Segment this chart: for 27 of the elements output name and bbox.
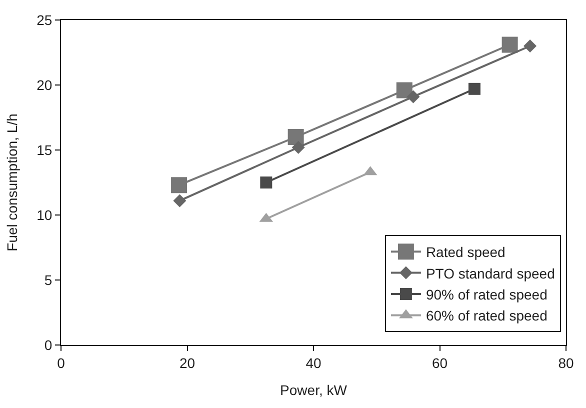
point <box>173 194 186 208</box>
point <box>406 90 420 104</box>
x-axis-title: Power, kW <box>280 382 348 398</box>
y-tick-label: 20 <box>36 76 52 93</box>
x-tick-label: 60 <box>432 354 448 371</box>
y-tick-label: 5 <box>44 272 52 288</box>
point <box>292 140 305 154</box>
legend-label: Rated speed <box>426 244 506 260</box>
y-tick-label: 0 <box>44 336 52 353</box>
x-tick-label: 40 <box>306 354 322 371</box>
x-tick-label: 80 <box>558 354 574 371</box>
point <box>396 82 412 98</box>
legend-label: PTO standard speed <box>426 265 555 282</box>
y-tick-label: 10 <box>36 206 52 223</box>
y-axis-title: Fuel consumption, L/h <box>4 114 20 252</box>
point <box>468 82 480 95</box>
legend-label: 90% of rated speed <box>426 286 548 302</box>
x-tick-label: 0 <box>57 354 66 371</box>
x-tick-label: 20 <box>179 354 196 371</box>
point <box>171 177 188 194</box>
point <box>288 129 304 145</box>
point <box>260 176 272 188</box>
y-tick-label: 15 <box>36 142 52 158</box>
point <box>502 36 518 53</box>
y-tick-label: 25 <box>36 12 52 28</box>
point <box>524 40 537 52</box>
legend-label: 60% of rated speed <box>426 308 548 324</box>
